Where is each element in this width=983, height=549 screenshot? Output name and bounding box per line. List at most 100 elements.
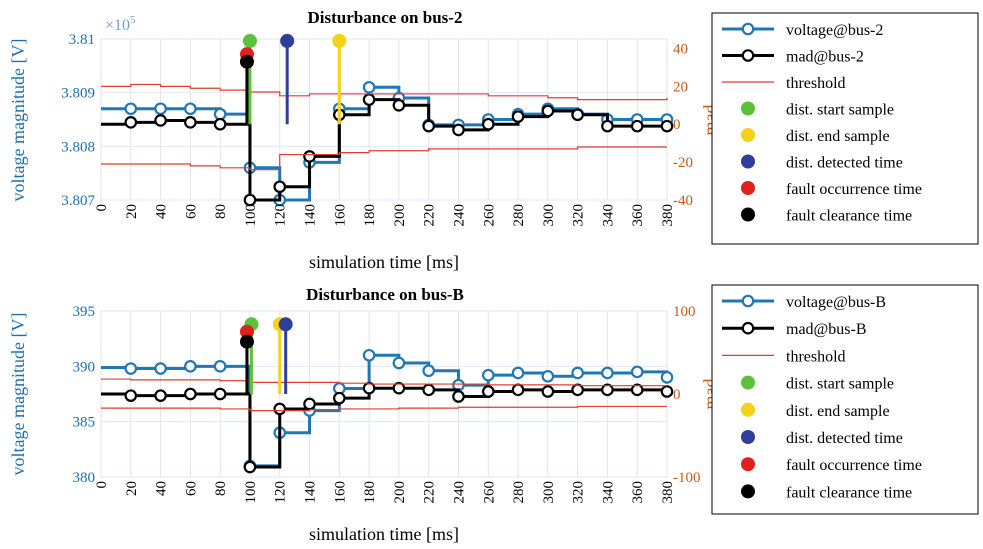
- data-point: [184, 360, 197, 373]
- data-point: [362, 93, 376, 106]
- x-tick-label: 360: [630, 481, 646, 504]
- data-point: [660, 385, 674, 398]
- event-marker-dist-detected-time: [278, 317, 293, 332]
- data-point: [184, 387, 197, 401]
- x-tick-label: 160: [332, 204, 348, 227]
- y-tick-label: 3.81: [69, 32, 95, 48]
- event-marker-dist-start-sample: [242, 33, 257, 48]
- x-tick-label: 320: [571, 204, 587, 227]
- tick-layer: 0 20 40 60 80 100 120 140 160 180 200 220 240 260 280 3…: [61, 32, 693, 227]
- x-tick-label: 240: [451, 481, 467, 504]
- y2-tick-label: 20: [673, 79, 688, 95]
- y-tick-label: 3.809: [61, 86, 95, 102]
- chart-title: Disturbance on bus-2: [308, 8, 463, 27]
- legend-label: voltage@bus-B: [786, 294, 886, 311]
- x-tick-label: 320: [571, 481, 587, 504]
- data-point: [630, 119, 644, 133]
- data-point: [124, 116, 138, 129]
- data-point: [154, 102, 167, 116]
- x-tick-label: 140: [303, 204, 319, 227]
- y-tick-label: 390: [73, 359, 96, 375]
- legend-label: fault occurrence time: [786, 181, 922, 198]
- legend-label: mad@bus-2: [786, 49, 864, 66]
- data-point: [392, 98, 406, 112]
- legend-marker-voltage-bus-b: [741, 294, 755, 308]
- legend-marker-dist-end-sample: [741, 128, 755, 142]
- x-tick-label: 20: [124, 481, 140, 496]
- data-point: [124, 102, 138, 116]
- y-tick-label: 3.808: [61, 139, 95, 155]
- data-point: [630, 383, 644, 397]
- data-point: [422, 383, 435, 397]
- chart-title: Disturbance on bus-B: [306, 285, 464, 304]
- data-point: [213, 360, 227, 373]
- series-voltage-bus-2: [101, 85, 667, 202]
- series-threshold: [101, 378, 667, 387]
- data-point: [601, 119, 614, 133]
- event-marker-fault-clearance-time: [239, 334, 254, 349]
- y2-tick-label: -100: [673, 470, 701, 486]
- x-axis-label: simulation time [ms]: [309, 252, 459, 272]
- y2-tick-label: -20: [673, 155, 693, 171]
- x-tick-label: 0: [94, 481, 110, 489]
- series-mad-bus-b: [101, 386, 669, 469]
- data-point: [571, 366, 584, 380]
- x-tick-label: 180: [362, 481, 378, 504]
- legend-box: [711, 12, 979, 245]
- data-point: [333, 391, 346, 405]
- x-tick-label: 60: [183, 481, 199, 496]
- y2-tick-label: -40: [673, 193, 693, 209]
- x-tick-label: 80: [213, 204, 229, 219]
- data-point: [184, 102, 197, 116]
- data-point: [154, 114, 167, 127]
- data-point: [392, 381, 406, 395]
- legend-label: fault clearance time: [786, 484, 912, 501]
- x-tick-label: 200: [392, 204, 408, 227]
- series-layer: [101, 317, 674, 474]
- legend-label: dist. detected time: [786, 155, 903, 172]
- event-marker-fault-clearance-time: [239, 54, 254, 69]
- x-tick-label: 120: [273, 481, 289, 504]
- legend-marker-dist-detected-time: [741, 430, 755, 444]
- legend-marker-fault-occurrence-time: [741, 457, 755, 472]
- tick-layer: 0 20 40 60 80 100 120 140 160 180 200 220 240 260 280 3…: [73, 304, 701, 504]
- series-layer: [101, 33, 674, 207]
- data-point: [571, 108, 584, 122]
- data-point: [601, 366, 614, 380]
- y-tick-label: 395: [73, 304, 96, 320]
- data-point: [601, 383, 614, 397]
- data-point: [511, 383, 525, 397]
- x-tick-label: 360: [630, 204, 646, 227]
- y2-tick-label: 0: [673, 387, 681, 403]
- legend-marker-voltage-bus-2: [741, 22, 755, 36]
- data-point: [452, 123, 465, 137]
- legend-label: dist. detected time: [786, 430, 903, 447]
- data-point: [511, 366, 525, 380]
- legend-marker-mad-bus-2: [741, 49, 755, 62]
- legend-label: dist. start sample: [786, 102, 894, 119]
- x-tick-label: 220: [422, 481, 438, 504]
- data-point: [511, 110, 525, 123]
- legend-marker-fault-clearance-time: [741, 207, 755, 222]
- y2-tick-label: 40: [673, 41, 688, 57]
- data-point: [273, 402, 287, 416]
- legend-label: fault clearance time: [786, 208, 912, 225]
- data-point: [481, 385, 495, 398]
- x-tick-label: 260: [481, 481, 497, 504]
- y-tick-label: 3.807: [61, 193, 95, 209]
- chart-bus-2: Disturbance on bus-2 0 20 40 60 80 100 120 140 1…: [8, 8, 979, 272]
- x-tick-label: 80: [213, 481, 229, 496]
- legend-marker-dist-start-sample: [741, 375, 755, 390]
- data-point: [541, 369, 555, 383]
- x-tick-label: 260: [481, 204, 497, 227]
- data-point: [422, 364, 435, 378]
- data-point: [154, 389, 167, 402]
- x-tick-label: 300: [541, 204, 557, 227]
- legend: voltage@bus-2 mad@bus-2 threshold dist. sta…: [711, 12, 979, 245]
- data-point: [630, 365, 644, 379]
- y2-tick-label: 0: [673, 117, 681, 133]
- x-tick-label: 0: [94, 204, 110, 212]
- x-tick-label: 100: [243, 481, 259, 504]
- legend-marker-fault-clearance-time: [741, 484, 755, 499]
